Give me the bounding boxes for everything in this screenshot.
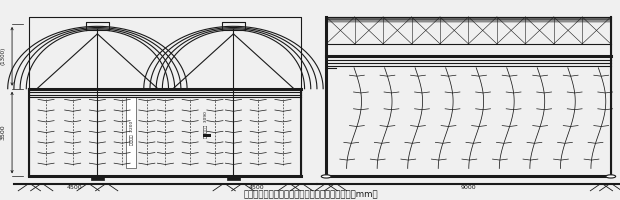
Text: 4500: 4500 — [249, 185, 264, 190]
Circle shape — [321, 175, 331, 178]
Text: 4500: 4500 — [67, 185, 82, 190]
Text: 膜材固定  2200: 膜材固定 2200 — [130, 120, 133, 145]
Bar — [203, 134, 211, 137]
FancyBboxPatch shape — [227, 176, 241, 180]
Bar — [326, 20, 611, 22]
Bar — [326, 17, 611, 21]
Text: 図３　ユニット工法ハウスの構造（寸法の単位：mm）: 図３ ユニット工法ハウスの構造（寸法の単位：mm） — [244, 190, 378, 199]
Circle shape — [606, 175, 616, 178]
Text: 9000: 9000 — [461, 185, 476, 190]
Text: 3500: 3500 — [0, 125, 6, 140]
FancyBboxPatch shape — [126, 97, 136, 168]
Text: ワーテン高  3090: ワーテン高 3090 — [203, 111, 208, 138]
FancyBboxPatch shape — [91, 176, 104, 180]
Text: (1300): (1300) — [0, 47, 6, 65]
